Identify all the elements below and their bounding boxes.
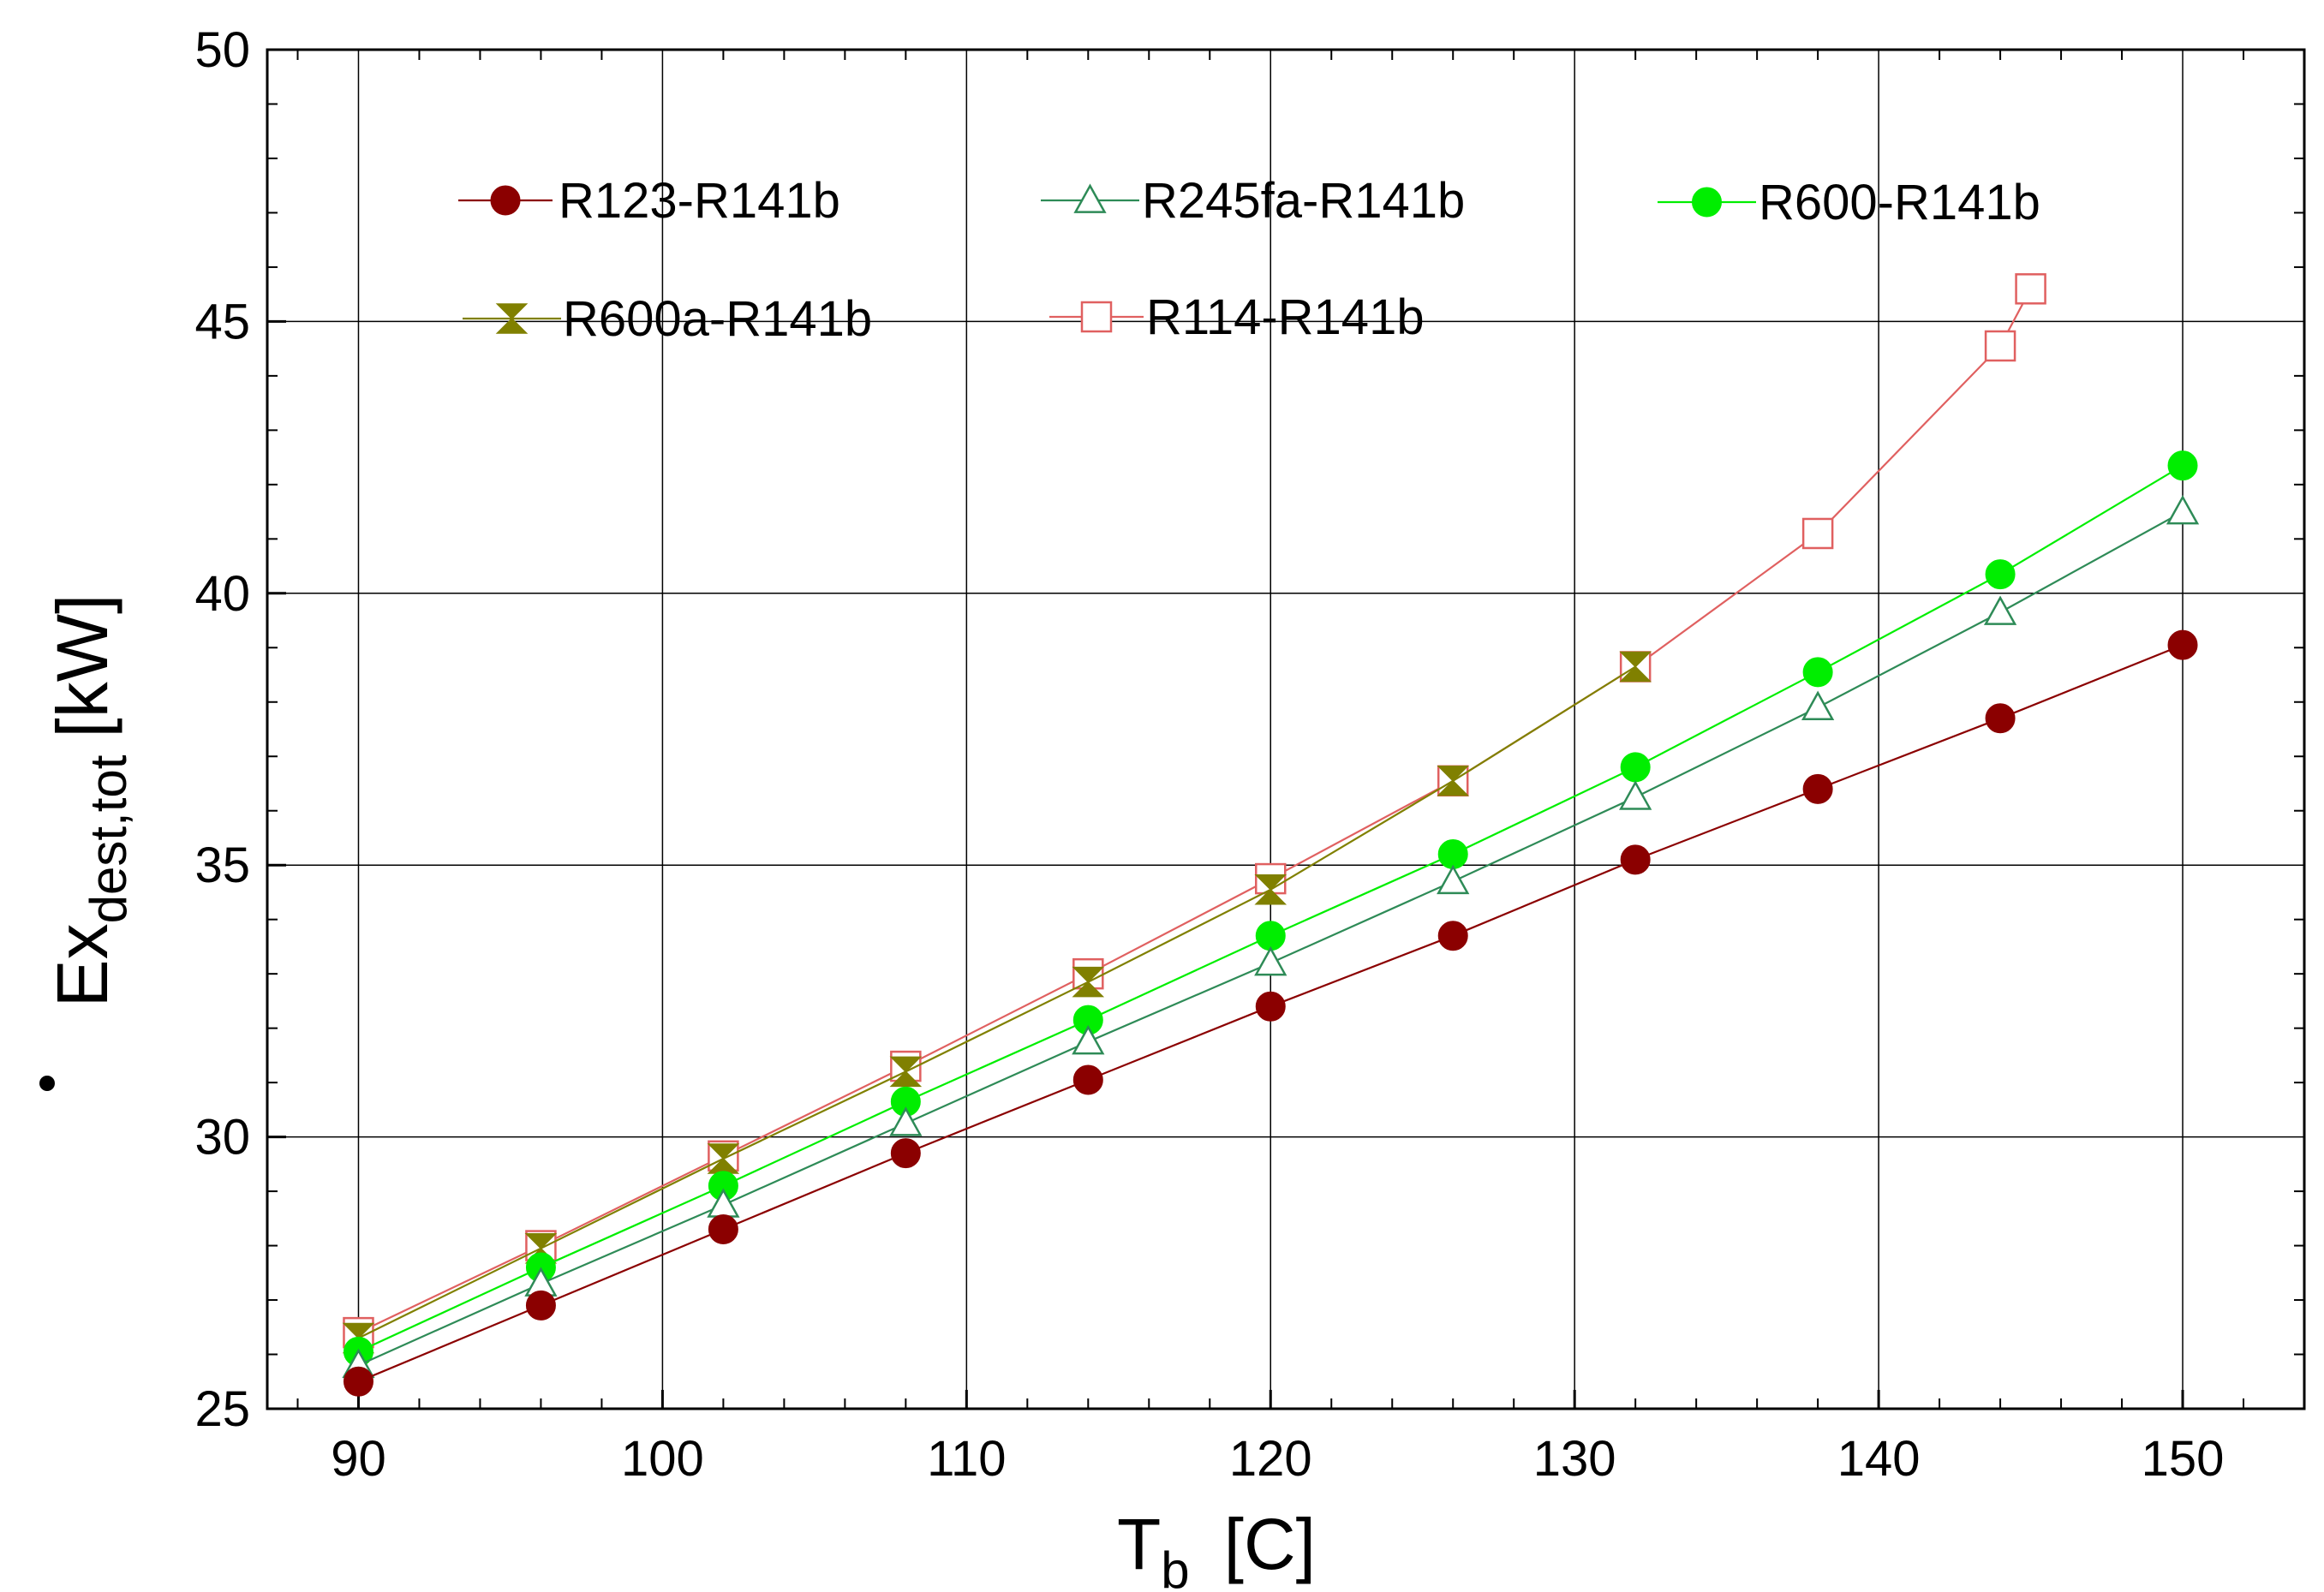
y-tick-label: 25: [194, 1381, 250, 1437]
y-tick-labels: 25 30 35 40 45 50: [194, 22, 250, 1437]
x-tick-labels: 90 100 110 120 130 140 150: [331, 1431, 2224, 1487]
legend-label: R123-R141b: [559, 173, 840, 229]
data-point-r245fa-r141b: [889, 1106, 923, 1136]
x-axis-title: Tb [C]: [1117, 1504, 1316, 1592]
data-point-r600a-r141b: [707, 1143, 740, 1174]
data-point-r600-r141b: [1255, 921, 1286, 951]
x-tick-label: 110: [927, 1431, 1006, 1487]
x-axis-title-main: T: [1117, 1504, 1161, 1584]
legend-marker: [490, 185, 521, 216]
data-point-r123-r141b: [1620, 844, 1651, 875]
data-point-r600-r141b: [2167, 450, 2198, 481]
data-point-r114-r141b: [1801, 517, 1834, 550]
series-layer: [342, 273, 2200, 1397]
series-line-r600a-r141b: [358, 665, 1636, 1339]
data-point-r123-r141b: [1072, 1064, 1103, 1095]
legend-label: R600a-R141b: [563, 291, 872, 347]
data-point-r245fa-r141b: [2166, 495, 2200, 525]
legend-marker: [1692, 187, 1722, 218]
data-point-r600-r141b: [1437, 839, 1468, 870]
y-axis-title-sub: dest,tot: [80, 754, 137, 923]
data-point-r123-r141b: [890, 1138, 921, 1169]
plot-area-frame: [266, 48, 2306, 1410]
legend-label: R600-R141b: [1759, 175, 2040, 230]
data-point-r245fa-r141b: [1801, 690, 1835, 720]
data-point-r123-r141b: [1985, 703, 2016, 734]
y-axis-title: Exdest,tot [kW]: [42, 594, 137, 1008]
x-tick-label: 100: [621, 1431, 704, 1487]
data-point-r245fa-r141b: [1254, 945, 1287, 976]
y-tick-label: 45: [194, 294, 250, 349]
data-point-r245fa-r141b: [1072, 1024, 1105, 1055]
y-tick-label: 40: [194, 566, 250, 622]
data-point-r123-r141b: [525, 1290, 556, 1321]
x-axis-title-sub: b: [1161, 1541, 1189, 1592]
legend-label: R245fa-R141b: [1142, 173, 1465, 229]
data-point-r600-r141b: [1802, 657, 1833, 688]
data-point-r600a-r141b: [889, 1056, 923, 1088]
legend-marker: [1080, 301, 1113, 333]
legend-entry-r114-r141b: R114-R141b: [1049, 289, 1425, 345]
legend-entry-r123-r141b: R123-R141b: [458, 173, 840, 229]
x-tick-label: 140: [1837, 1431, 1921, 1487]
legend-entry-r600-r141b: R600-R141b: [1658, 175, 2040, 230]
data-point-r123-r141b: [1802, 773, 1833, 804]
data-point-r123-r141b: [2167, 629, 2198, 660]
legend: R123-R141b R245fa-R141b R600-R141b R600a-R1…: [458, 173, 2040, 347]
y-axis-title-main: Ex: [42, 923, 122, 1007]
x-tick-label: 90: [331, 1431, 386, 1487]
data-point-r123-r141b: [343, 1366, 373, 1397]
y-tick-label: 35: [194, 838, 250, 893]
data-point-r114-r141b: [2015, 273, 2046, 305]
legend-label: R114-R141b: [1146, 289, 1425, 345]
data-point-r245fa-r141b: [1983, 595, 2017, 625]
data-point-r600a-r141b: [1072, 966, 1105, 998]
legend-marker: [495, 303, 529, 334]
data-point-r600a-r141b: [1437, 766, 1470, 796]
legend-marker: [1073, 183, 1107, 213]
y-tick-label: 50: [194, 22, 250, 78]
y-axis-title-unit: [kW]: [42, 594, 122, 738]
data-point-r123-r141b: [1255, 991, 1286, 1022]
series-r123-r141b: [343, 629, 2198, 1397]
x-tick-label: 130: [1533, 1431, 1616, 1487]
data-point-r245fa-r141b: [1619, 780, 1652, 810]
data-point-r600a-r141b: [1619, 651, 1652, 683]
legend-entry-r600a-r141b: R600a-R141b: [463, 291, 872, 347]
x-axis-title-unit: [C]: [1224, 1504, 1316, 1584]
y-tick-label: 30: [194, 1110, 250, 1166]
data-point-r114-r141b: [1984, 330, 2016, 362]
data-point-r600a-r141b: [1254, 874, 1287, 905]
data-point-r245fa-r141b: [1437, 864, 1470, 895]
legend-entry-r245fa-r141b: R245fa-R141b: [1041, 173, 1465, 229]
y-axis-title-group: Exdest,tot [kW]: [39, 594, 137, 1091]
x-tick-label: 150: [2142, 1431, 2225, 1487]
y-axis-title-dot: [39, 1076, 55, 1091]
data-point-r600-r141b: [1620, 752, 1651, 783]
data-point-r600-r141b: [1985, 559, 2016, 590]
data-point-r123-r141b: [708, 1214, 738, 1245]
axis-ticks: [267, 48, 2305, 1410]
x-tick-label: 120: [1229, 1431, 1312, 1487]
data-point-r123-r141b: [1437, 921, 1468, 951]
